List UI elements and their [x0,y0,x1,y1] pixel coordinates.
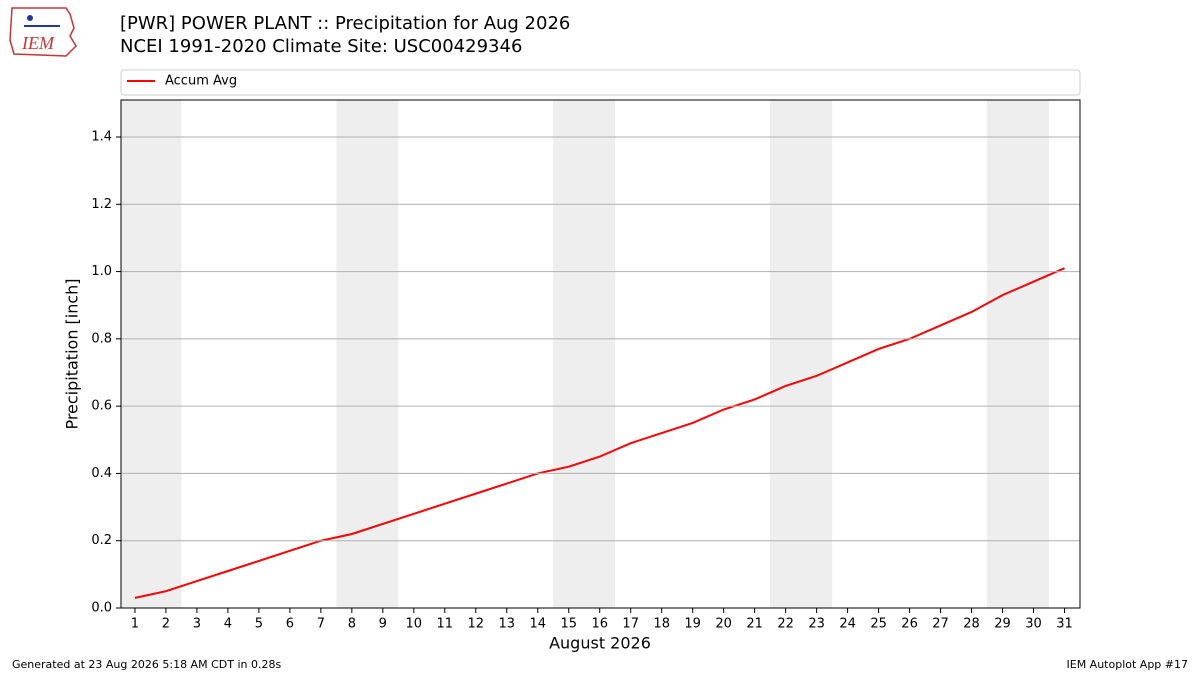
footer-right: IEM Autoplot App #17 [1067,658,1189,671]
y-axis-label: Precipitation [inch] [63,278,82,429]
logo-text: IEM [21,33,55,53]
logo: IEM [9,7,77,57]
shaded-span [121,100,182,608]
x-tick-label: 22 [777,617,794,632]
x-tick-label: 12 [468,617,485,632]
x-tick-label: 15 [560,617,577,632]
chart-subtitle: NCEI 1991-2020 Climate Site: USC00429346 [120,36,522,57]
x-tick-label: 18 [653,617,670,632]
x-tick-label: 30 [1025,617,1042,632]
legend-label: Accum Avg [165,74,237,89]
shaded-span [770,100,833,608]
shaded-span [987,100,1050,608]
legend-box [120,69,1081,96]
y-tick-label: 0.4 [91,466,112,481]
y-tick-label: 1.0 [91,264,112,279]
x-tick-label: 26 [901,617,918,632]
y-tick-label: 0.8 [91,331,112,346]
x-tick-label: 20 [715,617,732,632]
x-tick-label: 31 [1056,617,1073,632]
chart-title: [PWR] POWER PLANT :: Precipitation for A… [120,13,570,34]
x-tick-label: 23 [808,617,825,632]
x-axis-label: August 2026 [549,634,651,653]
x-tick-label: 1 [131,617,139,632]
x-tick-label: 28 [963,617,980,632]
y-tick-label: 1.2 [91,197,112,212]
x-tick-label: 29 [994,617,1011,632]
plot-area [121,100,1065,608]
y-tick-label: 1.4 [91,130,112,145]
plot-frame [120,99,1081,609]
x-tick-label: 8 [348,617,356,632]
x-tick-label: 19 [684,617,701,632]
x-tick-label: 13 [498,617,515,632]
x-tick-label: 21 [746,617,763,632]
x-tick-label: 24 [839,617,856,632]
shaded-span [336,100,399,608]
x-tick-label: 4 [224,617,232,632]
x-tick-label: 7 [317,617,325,632]
x-tick-label: 25 [870,617,887,632]
x-tick-label: 27 [932,617,949,632]
y-tick-label: 0.2 [91,533,112,548]
x-tick-label: 17 [622,617,639,632]
y-tick-label: 0.0 [91,601,112,616]
y-tick-label: 0.6 [91,399,112,414]
x-tick-label: 16 [591,617,608,632]
footer-left: Generated at 23 Aug 2026 5:18 AM CDT in … [12,658,281,671]
x-tick-label: 11 [437,617,454,632]
x-tick-label: 9 [379,617,387,632]
x-tick-label: 2 [162,617,170,632]
x-tick-label: 5 [255,617,263,632]
logo-dot [27,15,33,21]
logo-outline [9,7,77,57]
x-tick-label: 6 [286,617,294,632]
x-tick-label: 3 [193,617,201,632]
shaded-span [553,100,616,608]
x-tick-label: 10 [406,617,423,632]
x-tick-label: 14 [529,617,546,632]
